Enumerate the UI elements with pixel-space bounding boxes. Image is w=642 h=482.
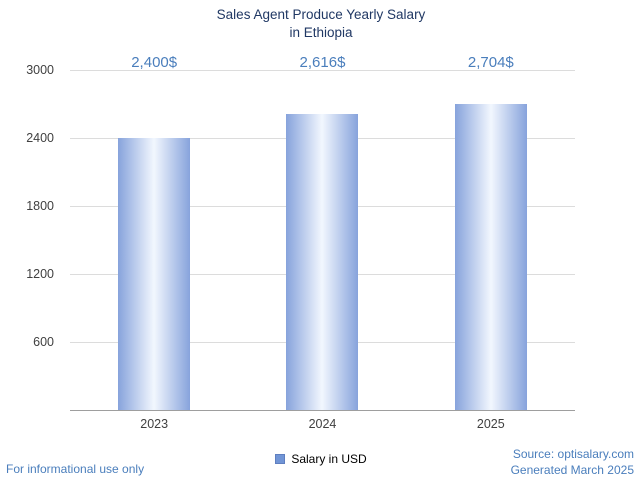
- y-axis-tick-label: 600: [33, 335, 54, 349]
- bar-value-label: 2,400$: [131, 54, 178, 71]
- x-axis-tick-label: 2023: [140, 417, 169, 431]
- gridline: [70, 70, 575, 71]
- legend: Salary in USD: [0, 452, 642, 466]
- y-axis-labels: 600 1200 1800 2400 3000: [0, 63, 62, 410]
- bar-column: [70, 70, 238, 410]
- plot-area: [70, 70, 575, 410]
- y-axis-tick-label: 3000: [26, 63, 54, 77]
- bar: [286, 113, 359, 410]
- generated-text: Generated March 2025: [510, 462, 634, 477]
- bar-column: [407, 70, 575, 410]
- x-axis-tick-label: 2025: [476, 417, 505, 431]
- bar-value-label: 2,616$: [299, 54, 346, 71]
- chart-title-line2: in Ethiopia: [289, 24, 353, 40]
- bar-column: [238, 70, 406, 410]
- legend-swatch-icon: [275, 454, 286, 464]
- disclaimer-text: For informational use only: [6, 462, 145, 476]
- legend-label: Salary in USD: [291, 452, 367, 466]
- bar-value-labels: 2,400$ 2,616$ 2,704$: [70, 54, 575, 71]
- bar: [118, 138, 191, 410]
- x-axis-tick-label: 2024: [308, 417, 337, 431]
- x-axis-labels: 2023 2024 2025: [70, 417, 575, 431]
- y-axis-tick-label: 1800: [26, 199, 54, 213]
- chart-title: Sales Agent Produce Yearly Salary in Eth…: [0, 6, 642, 42]
- bar-value-label: 2,704$: [467, 54, 514, 71]
- bar: [454, 103, 527, 410]
- x-axis-line: [70, 410, 575, 411]
- source-block: Source: optisalary.com Generated March 2…: [511, 446, 634, 478]
- source-link[interactable]: Source: optisalary.com: [512, 446, 634, 461]
- bars: [70, 70, 575, 410]
- chart-title-line1: Sales Agent Produce Yearly Salary: [216, 7, 426, 22]
- y-axis-tick-label: 2400: [26, 131, 54, 145]
- y-axis-tick-label: 1200: [26, 267, 54, 281]
